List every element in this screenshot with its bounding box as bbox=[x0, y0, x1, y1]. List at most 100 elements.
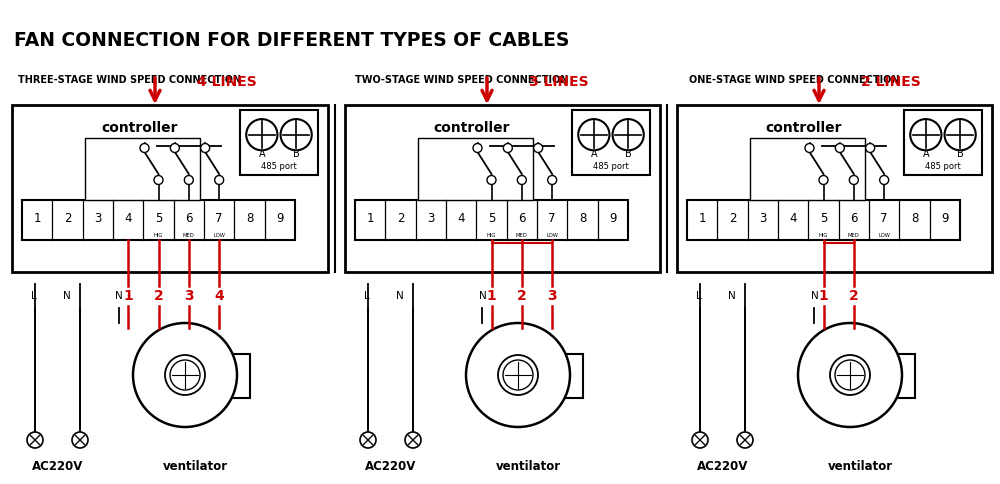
Circle shape bbox=[215, 176, 224, 184]
Circle shape bbox=[184, 176, 193, 184]
Text: controller: controller bbox=[766, 121, 842, 135]
Circle shape bbox=[170, 143, 179, 152]
Text: 2: 2 bbox=[849, 289, 859, 303]
Circle shape bbox=[170, 360, 200, 390]
Text: 9: 9 bbox=[609, 212, 617, 225]
Circle shape bbox=[830, 355, 870, 395]
Text: 1: 1 bbox=[33, 212, 41, 225]
Text: HIG: HIG bbox=[154, 233, 163, 238]
Text: 9: 9 bbox=[276, 212, 284, 225]
Circle shape bbox=[201, 143, 210, 152]
Circle shape bbox=[503, 360, 533, 390]
Text: 1: 1 bbox=[819, 289, 828, 303]
Circle shape bbox=[534, 143, 543, 152]
Text: 8: 8 bbox=[911, 212, 918, 225]
Text: 5: 5 bbox=[488, 212, 495, 225]
Circle shape bbox=[281, 119, 312, 151]
Bar bbox=[345, 105, 660, 272]
Bar bbox=[572, 110, 650, 175]
Text: 3: 3 bbox=[427, 212, 435, 225]
Circle shape bbox=[849, 176, 858, 184]
Text: 5: 5 bbox=[155, 212, 162, 225]
Circle shape bbox=[835, 360, 865, 390]
Text: 7: 7 bbox=[215, 212, 223, 225]
Text: 1: 1 bbox=[366, 212, 374, 225]
Circle shape bbox=[466, 323, 570, 427]
Text: 1: 1 bbox=[123, 289, 133, 303]
Text: MED: MED bbox=[848, 233, 860, 238]
Circle shape bbox=[498, 355, 538, 395]
Text: N: N bbox=[728, 291, 736, 301]
Text: 3: 3 bbox=[94, 212, 102, 225]
Text: AC220V: AC220V bbox=[697, 460, 748, 473]
Text: 6: 6 bbox=[185, 212, 193, 225]
Circle shape bbox=[140, 143, 149, 152]
Text: controller: controller bbox=[434, 121, 510, 135]
Circle shape bbox=[405, 432, 421, 448]
Text: A: A bbox=[591, 149, 597, 159]
Text: ventilator: ventilator bbox=[827, 460, 893, 473]
Text: L: L bbox=[31, 291, 37, 301]
Circle shape bbox=[692, 432, 708, 448]
Text: 6: 6 bbox=[850, 212, 858, 225]
Text: 4 LINES: 4 LINES bbox=[197, 75, 257, 89]
Circle shape bbox=[246, 119, 277, 151]
Bar bbox=[221, 354, 250, 398]
Text: 4: 4 bbox=[457, 212, 465, 225]
Circle shape bbox=[866, 143, 875, 152]
Bar bbox=[240, 110, 318, 175]
Text: LOW: LOW bbox=[878, 233, 890, 238]
Circle shape bbox=[737, 432, 753, 448]
Circle shape bbox=[805, 143, 814, 152]
Text: TWO-STAGE WIND SPEED CONNECTION: TWO-STAGE WIND SPEED CONNECTION bbox=[355, 75, 569, 85]
Text: B: B bbox=[293, 149, 300, 159]
Bar bbox=[418, 138, 533, 200]
Text: 485 port: 485 port bbox=[925, 162, 961, 171]
Circle shape bbox=[798, 323, 902, 427]
Text: 3 LINES: 3 LINES bbox=[529, 75, 589, 89]
Bar bbox=[85, 138, 200, 200]
Text: AC220V: AC220V bbox=[32, 460, 83, 473]
Text: 2: 2 bbox=[64, 212, 71, 225]
Text: 4: 4 bbox=[789, 212, 797, 225]
Circle shape bbox=[360, 432, 376, 448]
Text: 485 port: 485 port bbox=[593, 162, 629, 171]
Text: L: L bbox=[364, 291, 370, 301]
Text: MED: MED bbox=[183, 233, 195, 238]
Circle shape bbox=[548, 176, 557, 184]
Text: 2: 2 bbox=[154, 289, 163, 303]
Circle shape bbox=[165, 355, 205, 395]
Circle shape bbox=[945, 119, 976, 151]
Text: N: N bbox=[63, 291, 71, 301]
Text: 6: 6 bbox=[518, 212, 526, 225]
Circle shape bbox=[487, 176, 496, 184]
Text: 2: 2 bbox=[397, 212, 404, 225]
Bar bbox=[677, 105, 992, 272]
Text: ONE-STAGE WIND SPEED CONNECTION: ONE-STAGE WIND SPEED CONNECTION bbox=[689, 75, 899, 85]
Circle shape bbox=[503, 143, 512, 152]
Text: 3: 3 bbox=[547, 289, 557, 303]
Circle shape bbox=[517, 176, 526, 184]
Text: N: N bbox=[811, 291, 818, 301]
Text: THREE-STAGE WIND SPEED CONNECTION: THREE-STAGE WIND SPEED CONNECTION bbox=[18, 75, 242, 85]
Text: 4: 4 bbox=[124, 212, 132, 225]
Bar bbox=[554, 354, 583, 398]
Circle shape bbox=[473, 143, 482, 152]
Text: A: A bbox=[259, 149, 265, 159]
Circle shape bbox=[835, 143, 844, 152]
Circle shape bbox=[578, 119, 609, 151]
Circle shape bbox=[880, 176, 889, 184]
Text: AC220V: AC220V bbox=[365, 460, 416, 473]
Circle shape bbox=[910, 119, 941, 151]
Bar bbox=[355, 200, 628, 240]
Text: B: B bbox=[957, 149, 964, 159]
Bar bbox=[22, 200, 295, 240]
Text: 3: 3 bbox=[184, 289, 194, 303]
Text: MED: MED bbox=[516, 233, 528, 238]
Text: N: N bbox=[479, 291, 486, 301]
Text: 2: 2 bbox=[729, 212, 736, 225]
Bar bbox=[687, 200, 960, 240]
Text: 8: 8 bbox=[246, 212, 253, 225]
Circle shape bbox=[72, 432, 88, 448]
Text: L: L bbox=[696, 291, 702, 301]
